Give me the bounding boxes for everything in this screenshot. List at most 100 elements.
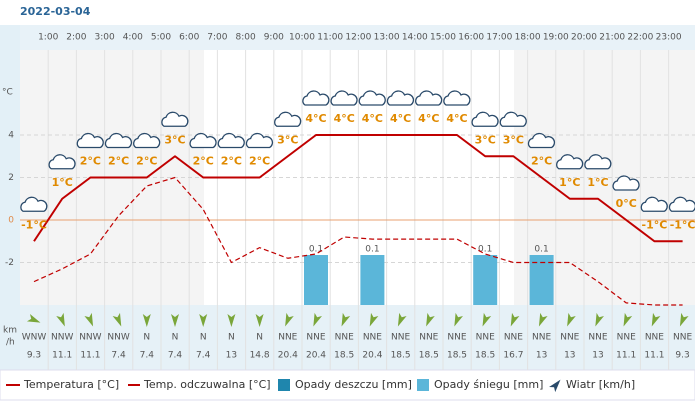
temp-label: 3°C	[164, 133, 185, 146]
temp-label: 4°C	[446, 112, 467, 125]
temp-label: 4°C	[305, 112, 326, 125]
hour-row	[20, 25, 695, 50]
wind-arrow	[397, 312, 407, 327]
cloud	[104, 132, 133, 149]
wind-speed: 14.8	[250, 351, 270, 361]
temp-label: 1°C	[52, 176, 73, 189]
snow-label: 0.1	[534, 245, 548, 255]
temp-label: 4°C	[418, 112, 439, 125]
wind-direction: NNE	[617, 333, 636, 343]
hour-label: 16:00	[458, 33, 484, 43]
wind-direction: NNE	[645, 333, 664, 343]
snow-bar	[304, 255, 328, 305]
temp-label: 2°C	[193, 155, 214, 168]
wind-direction: NNW	[79, 333, 101, 343]
wind-direction: N	[143, 333, 150, 343]
temp-label: 2°C	[108, 155, 129, 168]
hour-label: 3:00	[94, 33, 114, 43]
wind-arrow	[227, 314, 236, 327]
wind-arrow	[56, 312, 65, 327]
wind-arrow	[651, 312, 661, 327]
legend-box	[0, 369, 695, 401]
legend-swatch	[278, 379, 290, 391]
cloud	[302, 90, 330, 106]
legend-label: Temperatura [°C]	[23, 378, 119, 391]
wind-speed: 18.5	[419, 351, 439, 361]
wind-direction: NNE	[476, 333, 495, 343]
weather-icon	[20, 196, 48, 212]
cloud	[48, 154, 76, 170]
temp-label: 4°C	[334, 112, 355, 125]
wind-direction: NNE	[504, 333, 523, 343]
wind-speed: 13	[226, 351, 237, 361]
y-tick-label: 0	[8, 216, 14, 226]
legend-label: Opady deszczu [mm]	[295, 378, 412, 391]
temp-label: 4°C	[362, 112, 383, 125]
wind-arrow	[341, 312, 351, 327]
y-tick-label: 2	[8, 173, 14, 183]
wind-direction: NNE	[335, 333, 354, 343]
cloud	[20, 196, 48, 212]
temp-label: 1°C	[559, 176, 580, 189]
wind-speed: 20.4	[362, 351, 382, 361]
wind-direction: NNE	[532, 333, 551, 343]
weather-icon	[217, 132, 245, 149]
wind-arrow	[171, 314, 179, 327]
wind-arrow	[482, 312, 492, 327]
weather-icon	[330, 90, 358, 106]
snow-label: 0.1	[365, 245, 379, 255]
wind-arrow	[369, 312, 379, 327]
wind-unit: /h	[6, 338, 15, 348]
temp-label: 3°C	[277, 133, 298, 146]
wind-speed: 18.5	[447, 351, 467, 361]
temp-label: 3°C	[503, 133, 524, 146]
temp-label: 1°C	[587, 176, 608, 189]
wind-speed: 9.3	[675, 351, 689, 361]
hour-label: 20:00	[571, 33, 597, 43]
cloud	[76, 132, 104, 149]
cloud	[189, 132, 217, 149]
hour-label: 17:00	[486, 33, 512, 43]
wind-speed: 20.4	[278, 351, 298, 361]
wind-arrow	[454, 312, 463, 327]
hour-label: 15:00	[430, 33, 456, 43]
wind-speed: 11.1	[644, 351, 664, 361]
hour-label: 18:00	[515, 33, 541, 43]
snow-bar	[360, 255, 385, 305]
wind-arrow	[623, 312, 633, 327]
legend-label: Temp. odczuwalna [°C]	[143, 378, 271, 391]
hour-label: 19:00	[543, 33, 569, 43]
wind-direction: N	[228, 333, 235, 343]
wind-direction: NNE	[560, 333, 579, 343]
date: 2022-03-04	[20, 5, 91, 18]
wind-arrow	[595, 312, 604, 327]
weather-icon	[612, 175, 640, 191]
hour-label: 23:00	[656, 33, 682, 43]
wind-arrow	[112, 312, 122, 327]
wind-arrow	[510, 312, 520, 327]
wind-direction: NNE	[391, 333, 410, 343]
wind-speed: 20.4	[306, 351, 326, 361]
wind-direction: NNE	[588, 333, 607, 343]
wind-speed: 11.1	[616, 351, 636, 361]
wind-arrow	[426, 312, 435, 327]
weather-icon	[245, 132, 274, 149]
cloud	[274, 111, 302, 127]
weather-icon	[499, 111, 527, 127]
temp-label: 4°C	[390, 112, 411, 125]
wind-speed: 13	[564, 351, 575, 361]
weather-icon	[668, 196, 695, 212]
temp-label: -1°C	[670, 218, 695, 231]
weather-icon	[189, 132, 217, 149]
wind-direction: NNE	[278, 333, 297, 343]
wind-speed: 7.4	[111, 351, 126, 361]
temp-label: 2°C	[136, 155, 157, 168]
y-tick-label: -2	[5, 258, 14, 268]
wind-direction: NNE	[363, 333, 382, 343]
cloud	[161, 111, 189, 127]
weather-icon	[556, 154, 584, 170]
wind-speed: 18.5	[391, 351, 411, 361]
weather-icon	[104, 132, 133, 149]
legend-label: Wiatr [km/h]	[566, 378, 635, 391]
